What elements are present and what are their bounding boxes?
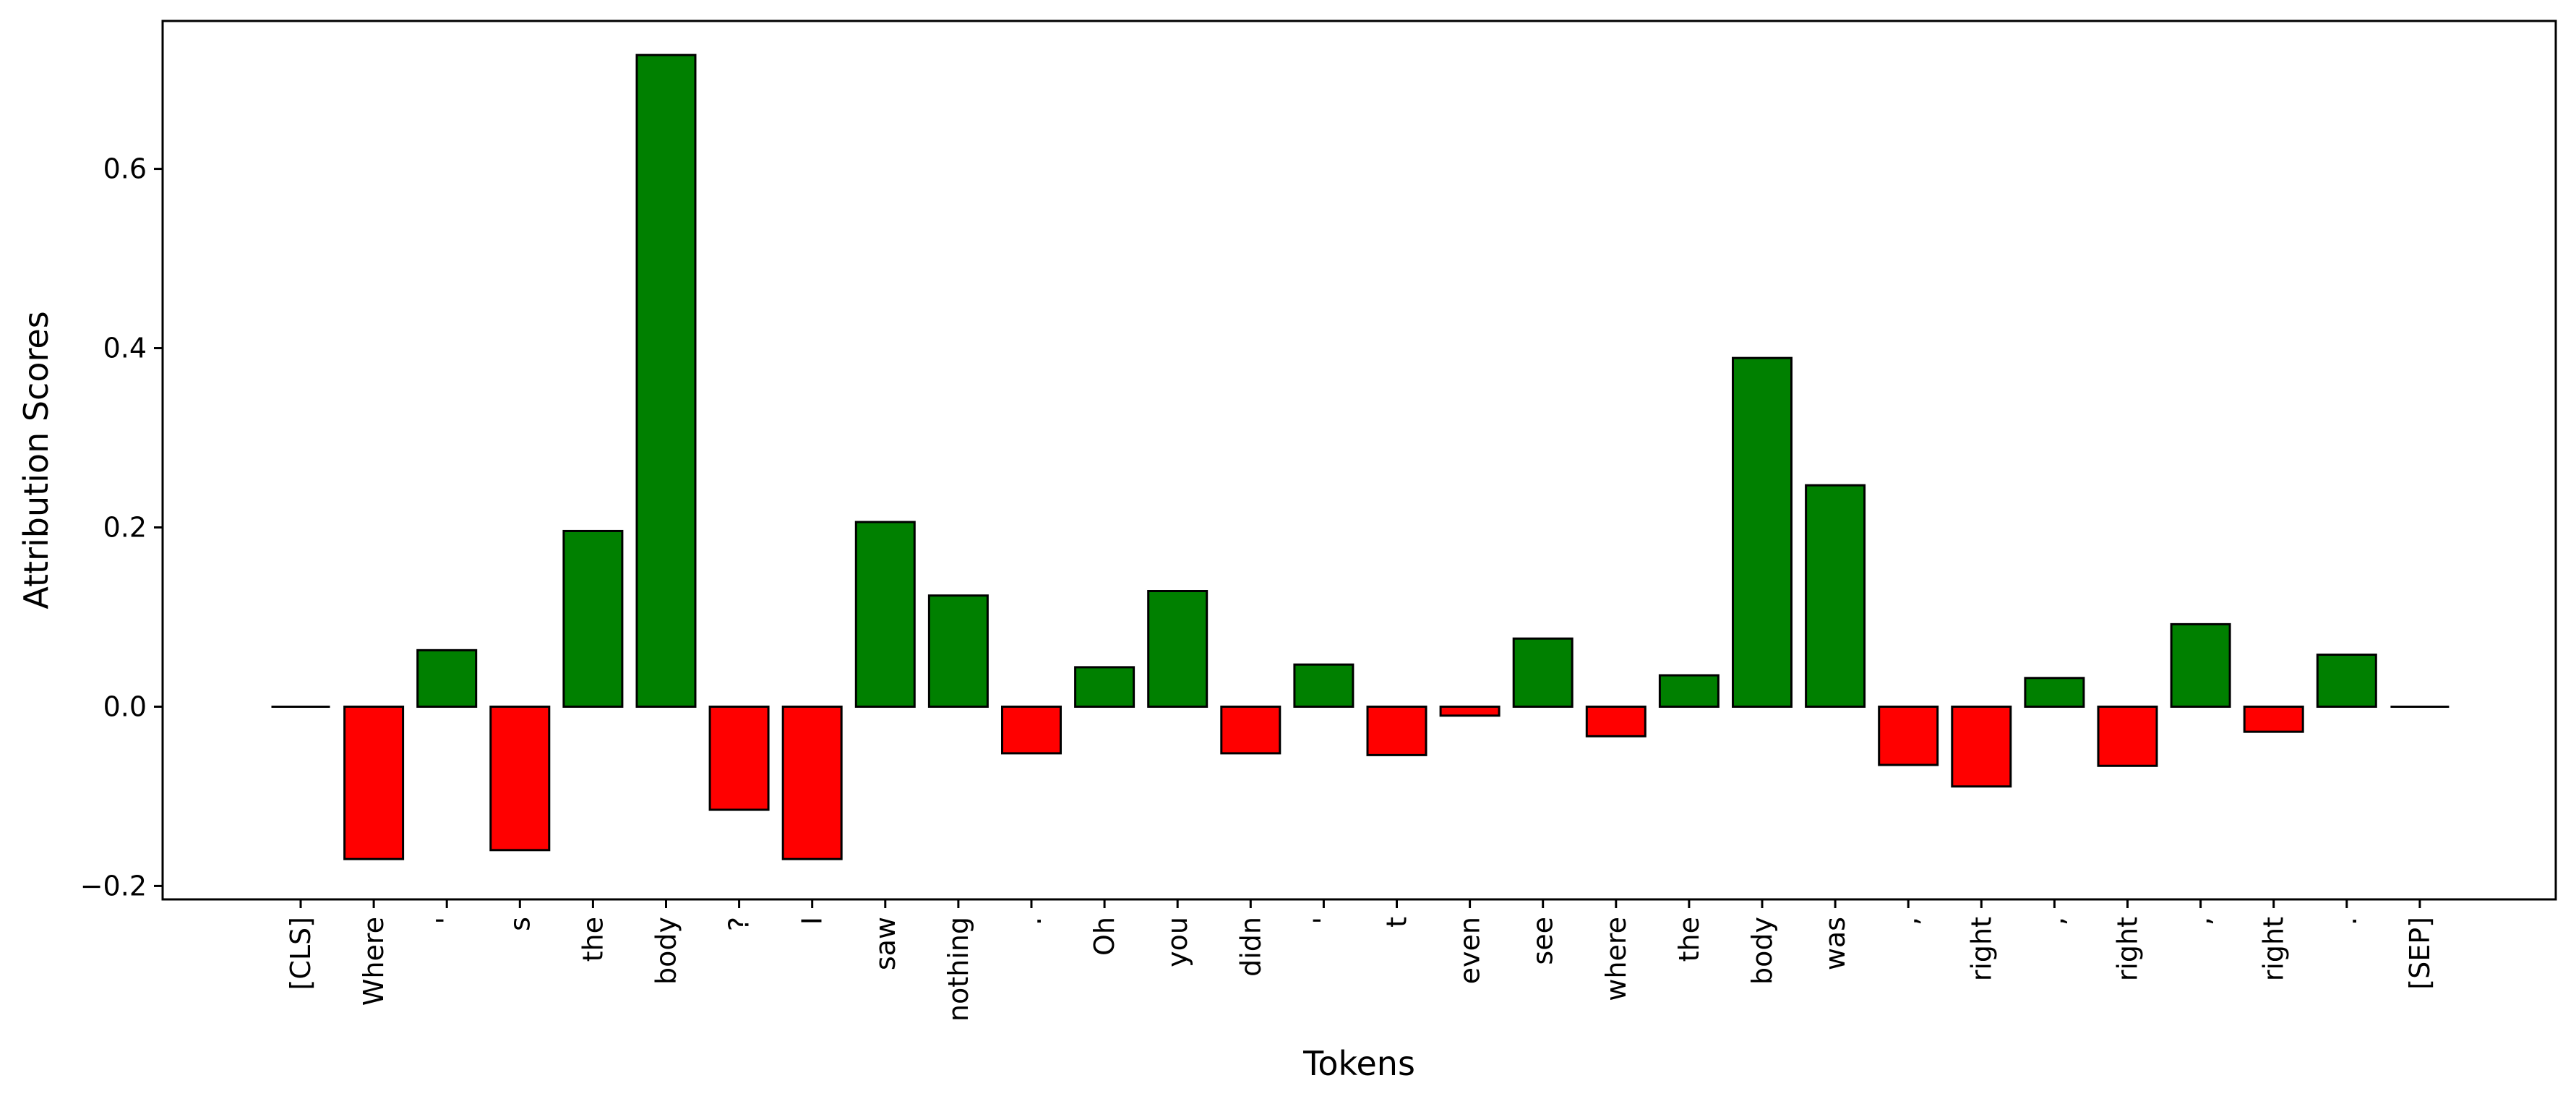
y-tick-label-4: 0.6 bbox=[103, 153, 147, 185]
bar-8 bbox=[854, 521, 916, 708]
x-tick-label-7: I bbox=[797, 917, 828, 925]
bar-13 bbox=[1220, 705, 1281, 755]
x-tick-label-27: right bbox=[2258, 917, 2290, 981]
x-tick-label-10: . bbox=[1016, 917, 1047, 925]
bar-18 bbox=[1585, 705, 1647, 737]
x-tick-label-4: the bbox=[577, 917, 609, 962]
x-tick-label-11: Oh bbox=[1089, 917, 1120, 956]
bar-27 bbox=[2243, 705, 2304, 733]
bar-9 bbox=[927, 594, 989, 708]
plot-frame bbox=[161, 20, 2557, 901]
bar-26 bbox=[2170, 622, 2231, 708]
x-tick-label-21: was bbox=[1819, 917, 1851, 970]
bar-20 bbox=[1732, 356, 1793, 708]
bar-17 bbox=[1512, 637, 1573, 708]
bar-22 bbox=[1878, 705, 1939, 766]
x-tick-label-26: , bbox=[2185, 917, 2217, 925]
bar-12 bbox=[1147, 590, 1208, 708]
x-tick-label-16: even bbox=[1454, 917, 1486, 984]
x-tick-label-20: body bbox=[1746, 917, 1778, 985]
bar-21 bbox=[1805, 484, 1866, 708]
bar-15 bbox=[1366, 705, 1427, 756]
bar-19 bbox=[1658, 674, 1720, 708]
bar-2 bbox=[416, 649, 478, 708]
bar-7 bbox=[781, 705, 843, 860]
bar-28 bbox=[2316, 654, 2377, 708]
y-tick-label-0: −0.2 bbox=[80, 870, 147, 902]
x-axis-title: Tokens bbox=[1302, 1044, 1415, 1083]
x-tick-label-8: saw bbox=[870, 917, 901, 970]
x-tick-label-15: t bbox=[1381, 917, 1413, 928]
bar-10 bbox=[1001, 705, 1062, 755]
x-tick-label-29: [SEP] bbox=[2404, 917, 2436, 990]
x-tick-label-24: , bbox=[2038, 917, 2070, 925]
x-tick-label-13: didn bbox=[1235, 917, 1266, 977]
x-tick-label-18: where bbox=[1600, 917, 1632, 1001]
bar-6 bbox=[708, 705, 770, 811]
x-tick-label-17: see bbox=[1527, 917, 1559, 965]
x-tick-label-22: , bbox=[1892, 917, 1924, 925]
y-tick-label-1: 0.0 bbox=[103, 690, 147, 722]
bar-24 bbox=[2024, 677, 2085, 708]
bar-11 bbox=[1074, 666, 1135, 708]
bar-5 bbox=[635, 54, 697, 708]
x-tick-label-1: Where bbox=[358, 917, 390, 1006]
bar-16 bbox=[1439, 705, 1500, 717]
x-tick-label-25: right bbox=[2112, 917, 2144, 981]
bar-4 bbox=[562, 529, 624, 708]
bar-1 bbox=[343, 705, 405, 860]
x-tick-label-12: you bbox=[1162, 917, 1193, 967]
x-tick-label-9: nothing bbox=[943, 917, 974, 1022]
bar-3 bbox=[489, 705, 551, 852]
bar-25 bbox=[2097, 705, 2158, 767]
x-tick-label-19: the bbox=[1673, 917, 1705, 962]
bars-group bbox=[271, 54, 2450, 860]
y-tick-label-2: 0.2 bbox=[103, 511, 147, 543]
y-tick-label-3: 0.4 bbox=[103, 333, 147, 364]
x-tick-label-5: body bbox=[651, 917, 682, 985]
bar-14 bbox=[1293, 663, 1354, 708]
x-tick-label-14: ' bbox=[1308, 917, 1339, 924]
y-axis-title: Attribution Scores bbox=[17, 311, 56, 609]
y-axis: −0.2 0.0 0.2 0.4 0.6 bbox=[80, 153, 163, 902]
bar-23 bbox=[1951, 705, 2012, 788]
x-tick-label-2: ' bbox=[431, 917, 463, 924]
x-tick-label-0: [CLS] bbox=[285, 917, 317, 990]
x-tick-label-23: right bbox=[1965, 917, 1997, 981]
x-tick-label-6: ? bbox=[724, 917, 755, 931]
x-tick-label-28: . bbox=[2331, 917, 2363, 925]
x-tick-label-3: s bbox=[504, 917, 536, 931]
